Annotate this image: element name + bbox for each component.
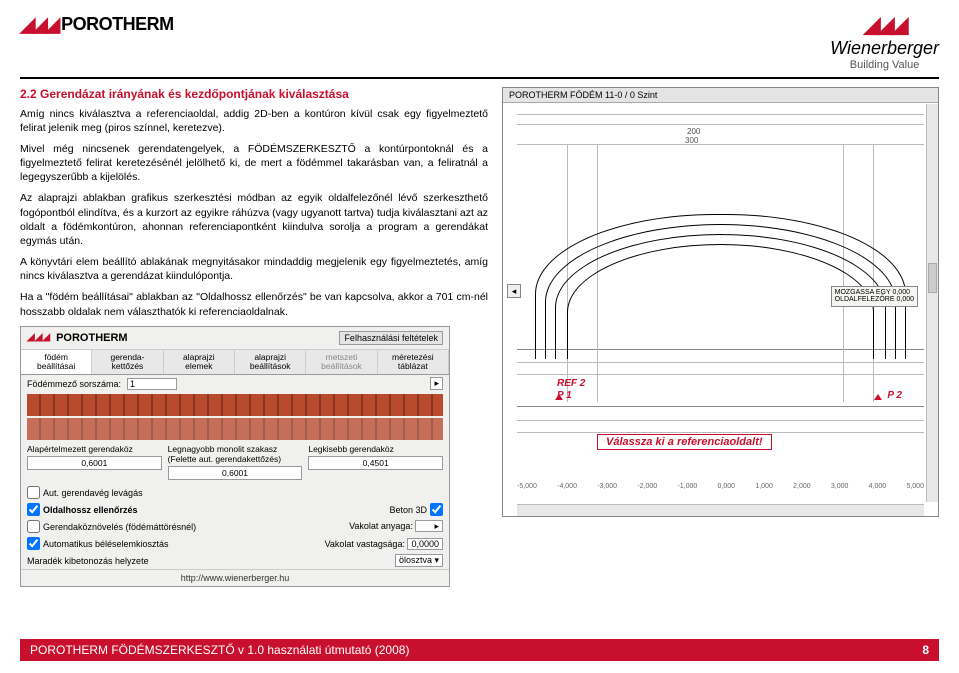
tab-alaprajz-elemek[interactable]: alaprajzielemek (164, 350, 235, 375)
settings-panel: ◢◢◢ POROTHERM Felhasználási feltételek f… (20, 326, 450, 588)
checkbox-oldalhossz[interactable] (27, 503, 40, 516)
opt-label: Automatikus béléselemkiosztás (43, 539, 169, 549)
tab-bar: födémbeállításai gerenda-kettőzés alapra… (21, 350, 449, 376)
tab-gerenda[interactable]: gerenda-kettőzés (92, 350, 163, 375)
arrows-icon: ◢◢◢ (27, 332, 50, 343)
opt-label: Gerendaköznövelés (födémáttörésnél) (43, 522, 196, 532)
opt-label: Aut. gerendavég levágás (43, 488, 143, 498)
sorszam-input[interactable] (127, 378, 177, 390)
col-label: Alapértelmezett gerendaköz (27, 444, 162, 454)
tab-metszet[interactable]: metszetibeállítások (306, 350, 377, 375)
wienerberger-logo: ◢◢◢ Wienerberger Building Value (830, 12, 939, 71)
value-field[interactable]: 0,4501 (308, 456, 443, 470)
ref-label: P 1 (557, 390, 572, 401)
ref-label: REF 2 (557, 378, 585, 389)
panel-url: http://www.wienerberger.hu (21, 569, 449, 586)
arrows-icon: ◢◢◢ (830, 12, 939, 38)
value-field[interactable]: 0,6001 (168, 466, 303, 480)
cad-canvas[interactable]: 200 300 REF 2 P 1 P 2 Vá (517, 104, 924, 502)
panel-logo-text: POROTHERM (56, 332, 128, 344)
wienerberger-name: Wienerberger (830, 38, 939, 59)
ref-label: P 2 (887, 390, 902, 401)
footer-text: POROTHERM FÖDÉMSZERKESZTŐ v 1.0 használa… (30, 643, 409, 657)
terms-button[interactable]: Felhasználási feltételek (339, 331, 443, 345)
wienerberger-tagline: Building Value (830, 59, 939, 71)
paragraph: Amíg nincs kiválasztva a referenciaoldal… (20, 107, 488, 135)
material-select[interactable]: ▸ (415, 520, 443, 532)
checkbox-beton3d[interactable] (430, 503, 443, 516)
footer-bar: POROTHERM FÖDÉMSZERKESZTŐ v 1.0 használa… (20, 639, 939, 661)
tab-meretezes[interactable]: méretezésitáblázat (378, 350, 449, 375)
checkbox-levagas[interactable] (27, 486, 40, 499)
ref-marker (874, 394, 882, 400)
page-number: 8 (922, 643, 929, 657)
sorszam-label: Födémmező sorszáma: (27, 379, 121, 389)
opt-label: Vakolat vastagsága: (325, 539, 405, 549)
cad-title: POROTHERM FÖDÉM 11-0 / 0 Szint (503, 88, 938, 103)
dim-label: 200 (687, 127, 700, 136)
position-select[interactable]: ölosztva ▾ (395, 554, 443, 567)
opt-label: Beton 3D (389, 505, 427, 515)
paragraph: Ha a "födém beállításai" ablakban az "Ol… (20, 290, 488, 318)
scrollbar-horizontal[interactable] (517, 504, 924, 516)
porotherm-logo: ◢◢◢ POROTHERM (20, 12, 174, 37)
arrows-icon: ◢◢◢ (20, 12, 57, 37)
opt-label: Maradék kibetonozás helyzete (27, 556, 149, 566)
opt-label: Vakolat anyaga: (349, 521, 413, 531)
header-divider (20, 77, 939, 79)
porotherm-name: POROTHERM (61, 14, 174, 35)
cad-viewport: POROTHERM FÖDÉM 11-0 / 0 Szint 200 300 (502, 87, 939, 517)
dim-label: 300 (685, 136, 698, 145)
ruler: -5,000-4,000-3,000-2,000-1,0000,0001,000… (517, 483, 924, 490)
paragraph: A könyvtári elem beállító ablakának megn… (20, 255, 488, 283)
section-title: 2.2 Gerendázat irányának és kezdőpontján… (20, 87, 488, 101)
col-label: Legnagyobb monolit szakasz(Felette aut. … (168, 444, 303, 464)
scrollbar-vertical[interactable] (926, 104, 938, 502)
choose-message: Válassza ki a referenciaoldalt! (597, 434, 772, 450)
brick-pattern (27, 418, 443, 440)
value-field[interactable]: 0,6001 (27, 456, 162, 470)
tab-alaprajz-beall[interactable]: alaprajzibeállítások (235, 350, 306, 375)
nav-left-icon[interactable]: ◂ (507, 284, 521, 298)
col-label: Legkisebb gerendaköz (308, 444, 443, 454)
paragraph: Az alaprajzi ablakban grafikus szerkeszt… (20, 191, 488, 248)
stepper-icon[interactable]: ▸ (430, 377, 443, 390)
checkbox-gerendakoz[interactable] (27, 520, 40, 533)
paragraph: Mivel még nincsenek gerendatengelyek, a … (20, 142, 488, 185)
tab-fodem[interactable]: födémbeállításai (21, 350, 92, 375)
legend-box: MOZGASSA EGY 0,000 OLDALFELEZŐRE 0,000 (831, 286, 918, 307)
thickness-input[interactable]: 0,0000 (407, 538, 443, 550)
opt-label: Oldalhossz ellenőrzés (43, 505, 138, 515)
checkbox-beleselem[interactable] (27, 537, 40, 550)
brick-pattern (27, 394, 443, 416)
page-header: ◢◢◢ POROTHERM ◢◢◢ Wienerberger Building … (20, 12, 939, 71)
